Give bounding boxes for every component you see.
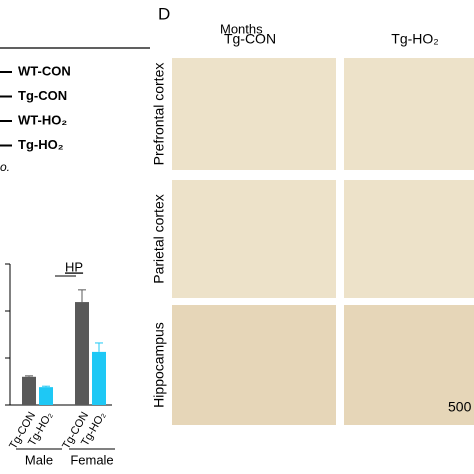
bar <box>92 351 106 405</box>
legend-label: WT-CON <box>18 63 71 78</box>
panel-label: D <box>158 4 170 23</box>
micrograph <box>172 180 336 298</box>
bar <box>22 376 36 405</box>
micrograph <box>344 58 474 170</box>
fragment-text: o. <box>0 160 10 174</box>
chart-title: HP <box>65 259 83 274</box>
micrograph <box>172 305 336 425</box>
group-label: Male <box>25 452 53 467</box>
row-label: Prefrontal cortex <box>151 63 167 166</box>
micrograph <box>172 58 336 170</box>
micrograph <box>344 180 474 298</box>
row-label: Hippocampus <box>151 322 167 408</box>
legend-label: Tg-HO₂ <box>18 137 64 152</box>
group-label: Female <box>70 452 113 467</box>
scale-label: 500 <box>448 399 472 415</box>
micrograph <box>344 305 474 425</box>
legend-label: WT-HO₂ <box>18 112 67 127</box>
legend-label: Tg-CON <box>18 88 67 103</box>
row-label: Parietal cortex <box>151 194 167 283</box>
months-label: Months <box>220 21 263 36</box>
column-header: Tg-CON <box>224 31 276 47</box>
bar <box>39 387 53 405</box>
column-header: Tg-HO₂ <box>391 31 438 47</box>
bar <box>75 302 89 405</box>
